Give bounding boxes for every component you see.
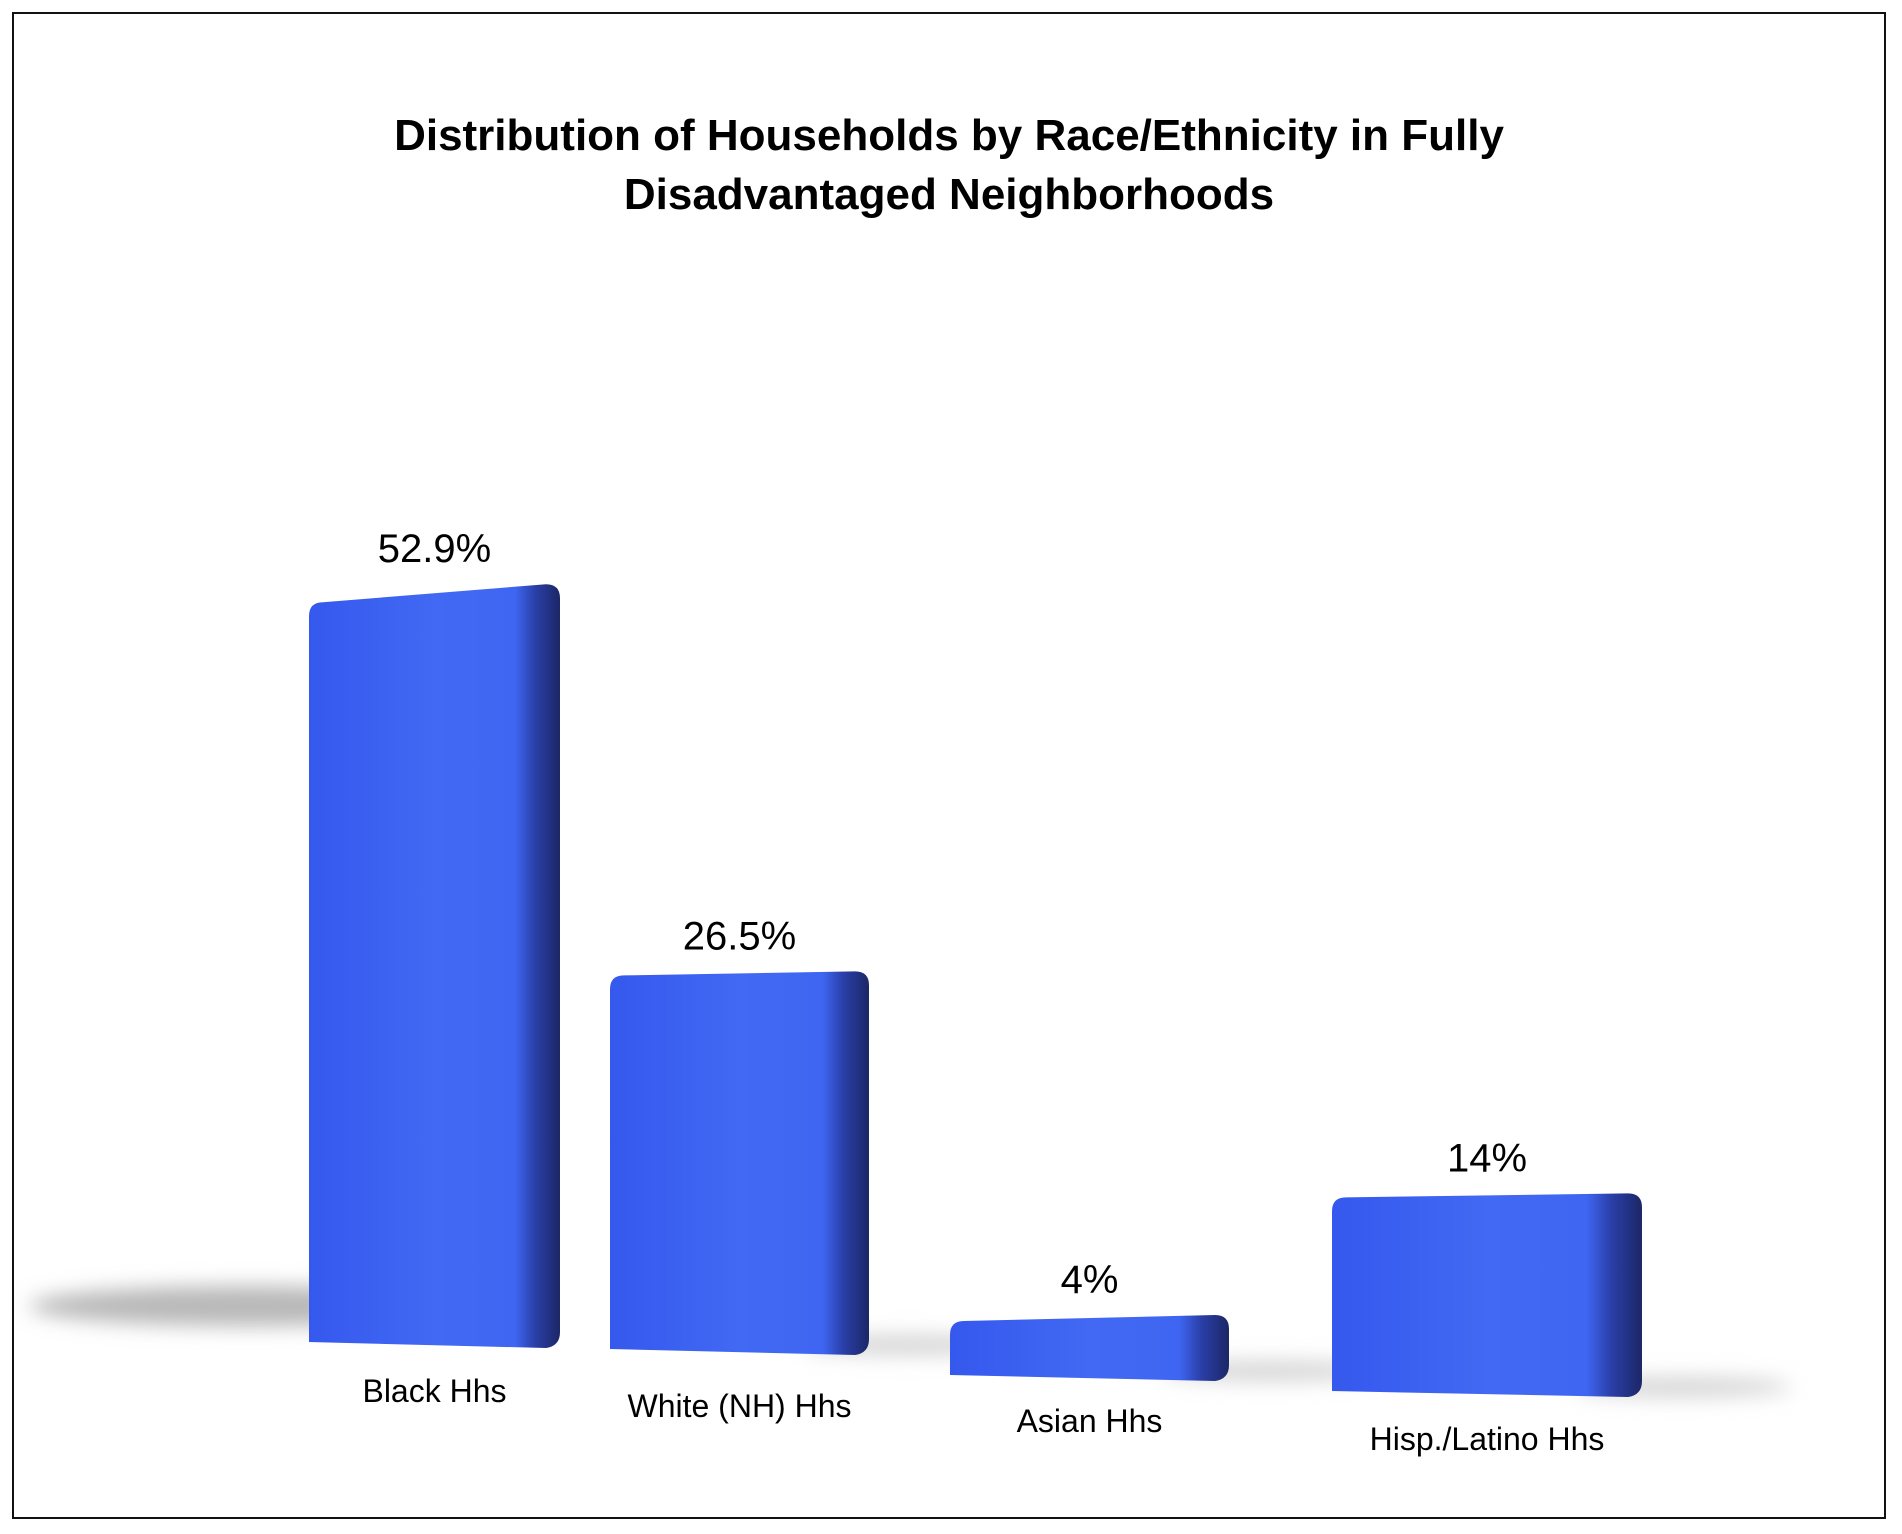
value-label: 14% [1447, 1136, 1527, 1180]
bar-2 [610, 971, 869, 1355]
chart-title-line-2: Disadvantaged Neighborhoods [623, 170, 1275, 219]
category-label: Black Hhs [362, 1373, 506, 1409]
value-label: 52.9% [378, 527, 491, 571]
category-label: Asian Hhs [1017, 1403, 1163, 1439]
bar-1 [309, 584, 560, 1348]
chart-title: Distribution of Households by Race/Ethni… [14, 106, 1884, 224]
bar-3 [950, 1315, 1229, 1381]
category-label: White (NH) Hhs [627, 1388, 851, 1424]
chart-frame: Distribution of Households by Race/Ethni… [12, 12, 1886, 1519]
value-label: 4% [1061, 1258, 1119, 1302]
value-label: 26.5% [683, 914, 796, 958]
category-label: Hisp./Latino Hhs [1370, 1421, 1605, 1457]
chart-title-line-1: Distribution of Households by Race/Ethni… [394, 111, 1504, 160]
bar-4 [1332, 1193, 1642, 1397]
